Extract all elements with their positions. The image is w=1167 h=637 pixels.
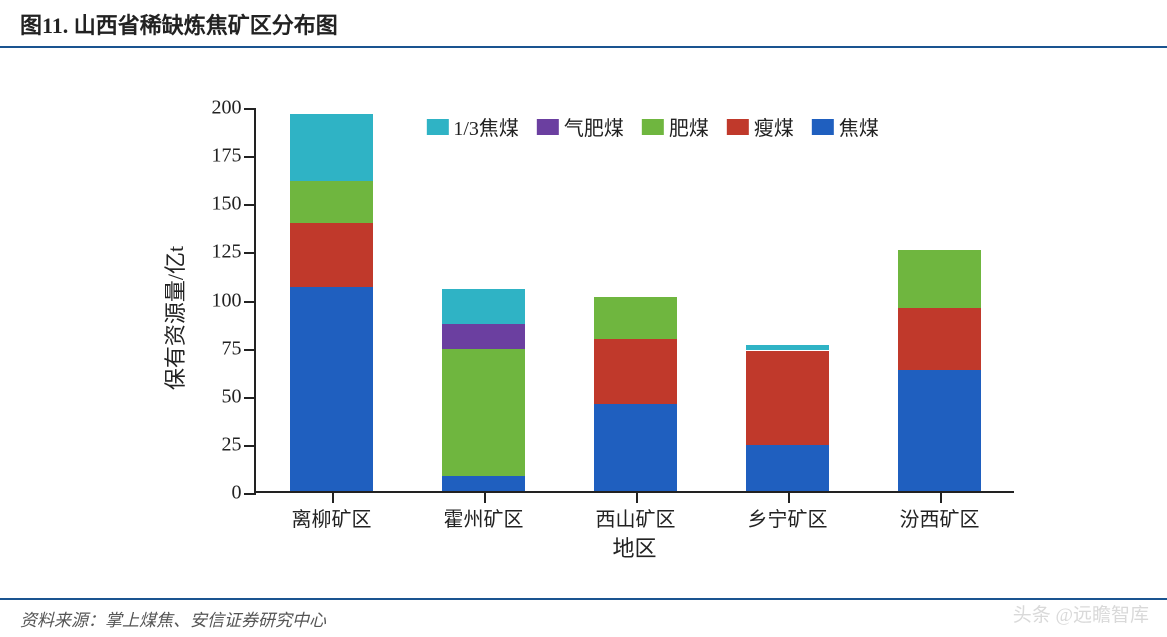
bar-segment — [594, 297, 678, 339]
chart-container: 保有资源量/亿t 1/3焦煤气肥煤肥煤瘦煤焦煤 地区 0255075100125… — [84, 78, 1084, 558]
legend-label: 焦煤 — [839, 112, 879, 141]
legend-item: 气肥煤 — [537, 112, 624, 141]
y-tick — [244, 108, 256, 110]
legend-swatch — [727, 119, 749, 135]
legend-swatch — [642, 119, 664, 135]
watermark: 头条 @远瞻智库 — [1013, 600, 1149, 627]
y-tick-label: 175 — [212, 145, 242, 168]
bar-segment — [290, 223, 374, 287]
x-tick — [788, 491, 790, 503]
y-tick — [244, 445, 256, 447]
legend-label: 1/3焦煤 — [453, 112, 519, 141]
bar-segment — [898, 308, 982, 370]
y-tick — [244, 397, 256, 399]
source-text: 资料来源：掌上煤焦、安信证券研究中心 — [20, 611, 326, 630]
y-tick-label: 50 — [222, 385, 242, 408]
y-tick — [244, 156, 256, 158]
legend-item: 肥煤 — [642, 112, 709, 141]
x-tick — [940, 491, 942, 503]
bar-segment — [898, 370, 982, 491]
bar-segment — [290, 181, 374, 223]
y-tick — [244, 301, 256, 303]
legend-label: 肥煤 — [669, 112, 709, 141]
plot-area: 1/3焦煤气肥煤肥煤瘦煤焦煤 地区 0255075100125150175200… — [254, 108, 1014, 493]
x-tick-label: 西山矿区 — [596, 503, 676, 532]
bar-segment — [442, 476, 526, 491]
x-axis-label: 地区 — [612, 531, 656, 563]
y-tick — [244, 349, 256, 351]
source-footer: 资料来源：掌上煤焦、安信证券研究中心 头条 @远瞻智库 — [0, 598, 1167, 637]
x-tick-label: 离柳矿区 — [292, 503, 372, 532]
legend: 1/3焦煤 气肥煤 肥煤 瘦煤 焦煤 — [426, 112, 879, 141]
legend-swatch — [812, 119, 834, 135]
bar-segment — [746, 345, 830, 351]
x-tick-label: 霍州矿区 — [444, 503, 524, 532]
legend-item: 瘦煤 — [727, 112, 794, 141]
x-tick — [636, 491, 638, 503]
y-tick — [244, 493, 256, 495]
legend-item: 1/3焦煤 — [426, 112, 519, 141]
bar-segment — [594, 339, 678, 404]
legend-label: 气肥煤 — [564, 112, 624, 141]
bar-segment — [594, 404, 678, 491]
y-tick-label: 75 — [222, 337, 242, 360]
bar-segment — [746, 351, 830, 445]
y-tick-label: 125 — [212, 241, 242, 264]
y-tick-label: 100 — [212, 289, 242, 312]
bar-segment — [442, 324, 526, 349]
bar-segment — [442, 289, 526, 324]
y-tick-label: 25 — [222, 433, 242, 456]
bar-segment — [746, 445, 830, 491]
legend-swatch — [537, 119, 559, 135]
legend-item: 焦煤 — [812, 112, 879, 141]
x-tick-label: 乡宁矿区 — [748, 503, 828, 532]
y-tick-label: 150 — [212, 193, 242, 216]
legend-label: 瘦煤 — [754, 112, 794, 141]
x-tick — [332, 491, 334, 503]
y-axis-label: 保有资源量/亿t — [158, 246, 190, 390]
y-tick-label: 200 — [212, 97, 242, 120]
bar-segment — [290, 287, 374, 491]
bar-segment — [290, 114, 374, 181]
y-tick — [244, 204, 256, 206]
y-tick-label: 0 — [232, 482, 242, 505]
x-tick — [484, 491, 486, 503]
chart-title: 图11. 山西省稀缺炼焦矿区分布图 — [0, 0, 1167, 48]
y-tick — [244, 252, 256, 254]
x-tick-label: 汾西矿区 — [900, 503, 980, 532]
bar-segment — [442, 349, 526, 476]
bar-segment — [898, 250, 982, 308]
legend-swatch — [426, 119, 448, 135]
